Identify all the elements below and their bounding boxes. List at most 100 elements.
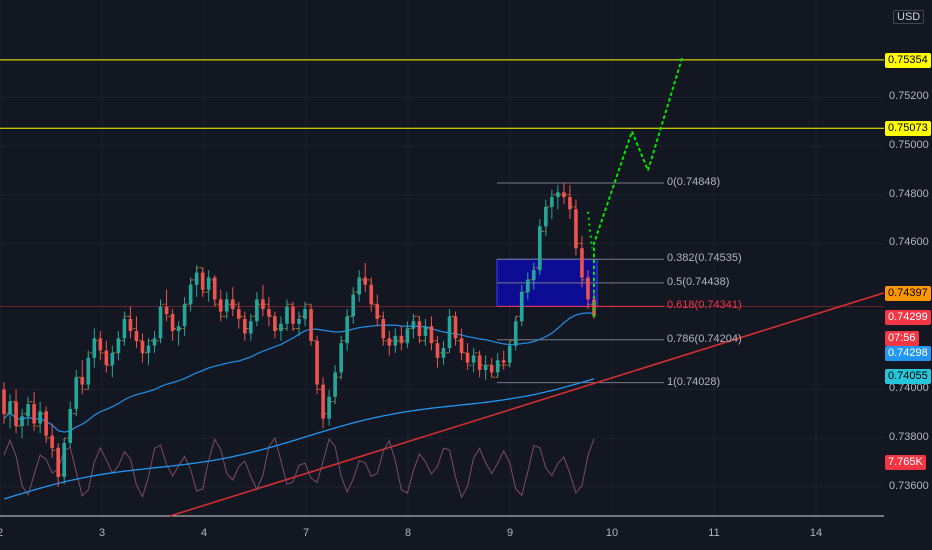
candle-body [568, 197, 572, 210]
candle-body [255, 299, 259, 322]
candle-body [369, 284, 374, 305]
candle-body [327, 396, 331, 419]
candle-body [441, 348, 446, 358]
price-tag[interactable]: 07:56 [885, 331, 919, 347]
trend-line [169, 292, 885, 517]
fib-level-label: 0.5(0.74438) [667, 275, 730, 288]
candle-body [279, 323, 283, 332]
price-tag[interactable]: 0.75073 [885, 121, 931, 137]
date-tick-label: 10 [605, 527, 619, 539]
candle-body [574, 209, 578, 249]
date-tick-label: 7 [302, 527, 310, 539]
fib-level-label: 0.786(0.74204) [667, 332, 742, 345]
candle-body [556, 192, 560, 198]
candle-body [550, 197, 554, 207]
price-tick-label: 0.73600 [889, 479, 929, 492]
candle-body [544, 206, 548, 227]
date-tick-label: 9 [506, 527, 514, 539]
projection-path [593, 57, 683, 318]
candle-body [62, 442, 67, 478]
candle-body [56, 447, 60, 478]
candle-body [134, 331, 139, 341]
candle-body [531, 270, 536, 280]
candle-body [586, 277, 590, 300]
candle-body [459, 338, 464, 353]
price-tag[interactable]: 0.74055 [885, 369, 931, 385]
candle-body [580, 248, 584, 278]
candle-body [194, 272, 199, 285]
candle-body [519, 292, 524, 322]
candle-body [423, 326, 428, 336]
candle-body [200, 272, 205, 290]
projection-dip [587, 211, 593, 249]
candle-body [249, 321, 253, 334]
candle-body [122, 318, 127, 339]
candle-body [38, 411, 42, 424]
candle-body [447, 316, 452, 349]
candle-body [116, 338, 121, 353]
candle-body [2, 389, 6, 414]
price-tag[interactable]: 0.75354 [885, 52, 931, 68]
candle-body [158, 306, 163, 339]
candle-body [429, 326, 434, 344]
date-tick-label: 3 [98, 527, 106, 539]
fib-level-label: 0.382(0.74535) [667, 252, 742, 265]
candle-body [291, 306, 295, 324]
candle-body [92, 338, 97, 358]
candle-body [405, 328, 410, 344]
currency-label[interactable]: USD [893, 10, 925, 24]
candle-body [321, 384, 325, 419]
candle-body [14, 401, 18, 426]
candle-body [495, 360, 500, 373]
candle-body [381, 318, 386, 339]
date-tick-label: 8 [404, 527, 412, 539]
price-tag[interactable]: 7.765K [885, 455, 926, 471]
candle-body [188, 284, 193, 305]
candle-body [273, 316, 277, 332]
candle-body [489, 365, 494, 373]
candle-body [80, 377, 85, 385]
candle-body [98, 338, 103, 351]
candle-body [507, 345, 512, 363]
candle-body [417, 321, 422, 336]
candle-body [399, 335, 404, 344]
price-tag[interactable]: 0.74298 [885, 346, 931, 362]
candle-body [562, 192, 566, 198]
candle-body [32, 404, 36, 424]
candle-body [333, 372, 337, 397]
candle-body [501, 360, 506, 363]
candle-body [86, 357, 91, 385]
date-tick-label: 11 [708, 527, 720, 539]
date-tick-label: 2 [0, 527, 3, 539]
date-tick-label: 14 [809, 527, 823, 539]
price-tick-label: 0.73800 [889, 431, 929, 444]
candle-body [357, 277, 362, 295]
candle-body [303, 309, 307, 319]
candle-body [152, 338, 157, 346]
candle-body [393, 335, 398, 346]
candle-body [285, 306, 289, 324]
fib-level-label: 0.618(0.74341) [667, 299, 742, 312]
candle-body [8, 401, 12, 414]
price-tick-label: 0.74800 [889, 187, 929, 200]
candle-body [387, 338, 392, 346]
candle-body [471, 355, 476, 363]
candle-body [538, 226, 542, 271]
candle-body [465, 352, 470, 363]
candle-body [339, 343, 343, 373]
candle-body [513, 321, 518, 346]
oscillator-line [3, 437, 595, 499]
candle-body [104, 350, 109, 366]
price-tag[interactable]: 0.74397 [885, 285, 931, 301]
price-tick-label: 0.74600 [889, 236, 929, 249]
candle-body [525, 279, 530, 293]
price-tag[interactable]: 0.74299 [885, 309, 931, 325]
candle-body [176, 326, 181, 332]
candle-body [68, 408, 73, 443]
price-tick-label: 0.75000 [889, 139, 929, 152]
candle-body [345, 316, 349, 344]
date-tick-label: 4 [200, 527, 208, 539]
candle-body [297, 318, 301, 324]
candle-body [140, 340, 145, 353]
